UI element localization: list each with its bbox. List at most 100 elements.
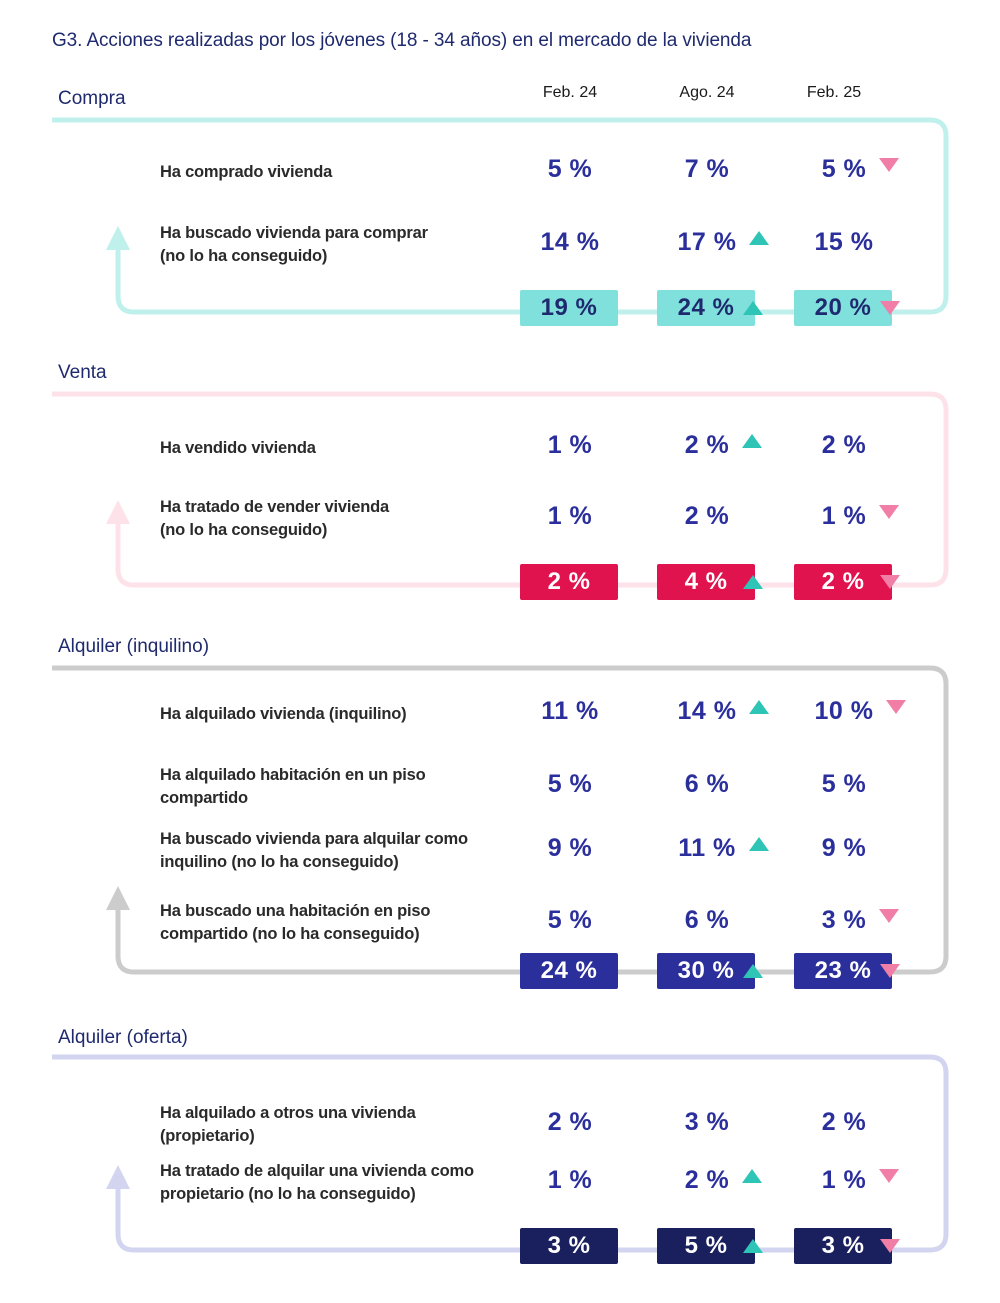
value-cell: 5 % [821, 770, 867, 798]
column-header-ago-24: Ago. 24 [679, 84, 735, 101]
row-label: Ha buscado vivienda para alquilar como in… [160, 828, 510, 874]
section-loop-arrow-icon [106, 1165, 130, 1189]
value-cell: 9 % [547, 834, 593, 862]
value-cell: 1 % [547, 431, 593, 459]
row-label-line: Ha alquilado habitación en un piso [160, 766, 426, 784]
value-cell: 6 % [684, 770, 730, 798]
row-label: Ha alquilado habitación en un piso compar… [160, 764, 510, 810]
row-label-line: Ha tratado de alquilar una vivienda como [160, 1162, 474, 1180]
total-trend-down-icon [880, 575, 900, 589]
total-box: 19 % [520, 290, 618, 326]
column-header-feb-24: Feb. 24 [542, 84, 598, 101]
row-label-line: Ha alquilado a otros una vivienda [160, 1104, 416, 1122]
value-cell: 7 % [684, 155, 730, 183]
row-label-line: propietario (no lo ha conseguido) [160, 1185, 416, 1203]
value-cell: 1 % [547, 1166, 593, 1194]
value-cell: 6 % [684, 906, 730, 934]
row-label: Ha vendido vivienda [160, 437, 510, 460]
total-trend-down-icon [880, 1239, 900, 1253]
total-box: 24 % [657, 290, 755, 326]
value-cell: 5 % [547, 770, 593, 798]
trend-up-icon [749, 837, 769, 851]
row-label-line: compartido (no lo ha conseguido) [160, 925, 420, 943]
total-trend-down-icon [880, 964, 900, 978]
section-loop-line [52, 1054, 949, 1253]
row-label: Ha alquilado a otros una vivienda (propie… [160, 1102, 510, 1148]
value-cell: 3 % [684, 1108, 730, 1136]
trend-down-icon [879, 909, 899, 923]
total-trend-up-icon [743, 301, 763, 315]
value-cell: 11 % [678, 834, 736, 862]
value-cell: 2 % [821, 431, 867, 459]
row-label: Ha alquilado vivienda (inquilino) [160, 703, 510, 726]
total-trend-down-icon [880, 301, 900, 315]
row-label-line: compartido [160, 789, 248, 807]
trend-up-icon [742, 1169, 762, 1183]
section-loop-arrow-icon [106, 500, 130, 524]
row-label-line: inquilino (no lo ha conseguido) [160, 853, 399, 871]
row-label-line: Ha buscado vivienda para comprar [160, 224, 428, 242]
total-box: 5 % [657, 1228, 755, 1264]
total-box: 3 % [520, 1228, 618, 1264]
trend-up-icon [749, 231, 769, 245]
value-cell: 1 % [821, 1166, 867, 1194]
chart-title: G3. Acciones realizadas por los jóvenes … [52, 30, 752, 51]
value-cell: 2 % [821, 1108, 867, 1136]
total-box: 4 % [657, 564, 755, 600]
total-box: 3 % [794, 1228, 892, 1264]
value-cell: 5 % [821, 155, 867, 183]
total-box: 30 % [657, 953, 755, 989]
row-label: Ha comprado vivienda [160, 161, 510, 184]
value-cell: 11 % [541, 697, 599, 725]
value-cell: 14 % [677, 697, 737, 725]
section-loop-line [52, 391, 949, 588]
column-header-feb-25: Feb. 25 [806, 84, 862, 101]
row-label: Ha buscado vivienda para comprar (no lo h… [160, 222, 510, 268]
value-cell: 14 % [540, 228, 600, 256]
total-box: 20 % [794, 290, 892, 326]
total-trend-up-icon [743, 964, 763, 978]
row-label-line: (no lo ha conseguido) [160, 521, 328, 539]
section-label-venta: Venta [58, 362, 107, 383]
value-cell: 2 % [684, 502, 730, 530]
total-trend-up-icon [743, 1239, 763, 1253]
value-cell: 1 % [821, 502, 867, 530]
trend-up-icon [742, 434, 762, 448]
value-cell: 1 % [547, 502, 593, 530]
row-label-line: Ha comprado vivienda [160, 162, 333, 181]
trend-down-icon [879, 158, 899, 172]
value-cell: 17 % [677, 228, 737, 256]
row-label-line: (propietario) [160, 1127, 255, 1145]
value-cell: 2 % [684, 431, 730, 459]
total-trend-up-icon [743, 575, 763, 589]
row-label-line: Ha vendido vivienda [160, 438, 316, 457]
total-box: 23 % [794, 953, 892, 989]
section-label-alquiler-oferta: Alquiler (oferta) [58, 1027, 188, 1048]
value-cell: 15 % [814, 228, 874, 256]
total-box: 24 % [520, 953, 618, 989]
row-label-line: (no lo ha conseguido) [160, 247, 328, 265]
row-label: Ha tratado de alquilar una vivienda como… [160, 1160, 510, 1206]
row-label-line: Ha alquilado vivienda (inquilino) [160, 704, 407, 723]
value-cell: 5 % [547, 906, 593, 934]
row-label-line: Ha buscado una habitación en piso [160, 902, 431, 920]
row-label-line: Ha buscado vivienda para alquilar como [160, 830, 468, 848]
trend-down-icon [879, 1169, 899, 1183]
section-label-compra: Compra [58, 88, 126, 109]
trend-down-icon [879, 505, 899, 519]
value-cell: 10 % [814, 697, 874, 725]
section-loop-line [52, 117, 949, 315]
row-label-line: Ha tratado de vender vivienda [160, 498, 389, 516]
row-label: Ha tratado de vender vivienda (no lo ha c… [160, 496, 510, 542]
value-cell: 2 % [547, 1108, 593, 1136]
section-label-alquiler-inquilino: Alquiler (inquilino) [58, 636, 210, 657]
row-label: Ha buscado una habitación en piso compart… [160, 900, 510, 946]
section-loop-arrow-icon [106, 886, 130, 910]
total-box: 2 % [794, 564, 892, 600]
value-cell: 2 % [684, 1166, 730, 1194]
trend-down-icon [886, 700, 906, 714]
section-loop-arrow-icon [106, 226, 130, 250]
value-cell: 5 % [547, 155, 593, 183]
value-cell: 3 % [821, 906, 867, 934]
value-cell: 9 % [821, 834, 867, 862]
